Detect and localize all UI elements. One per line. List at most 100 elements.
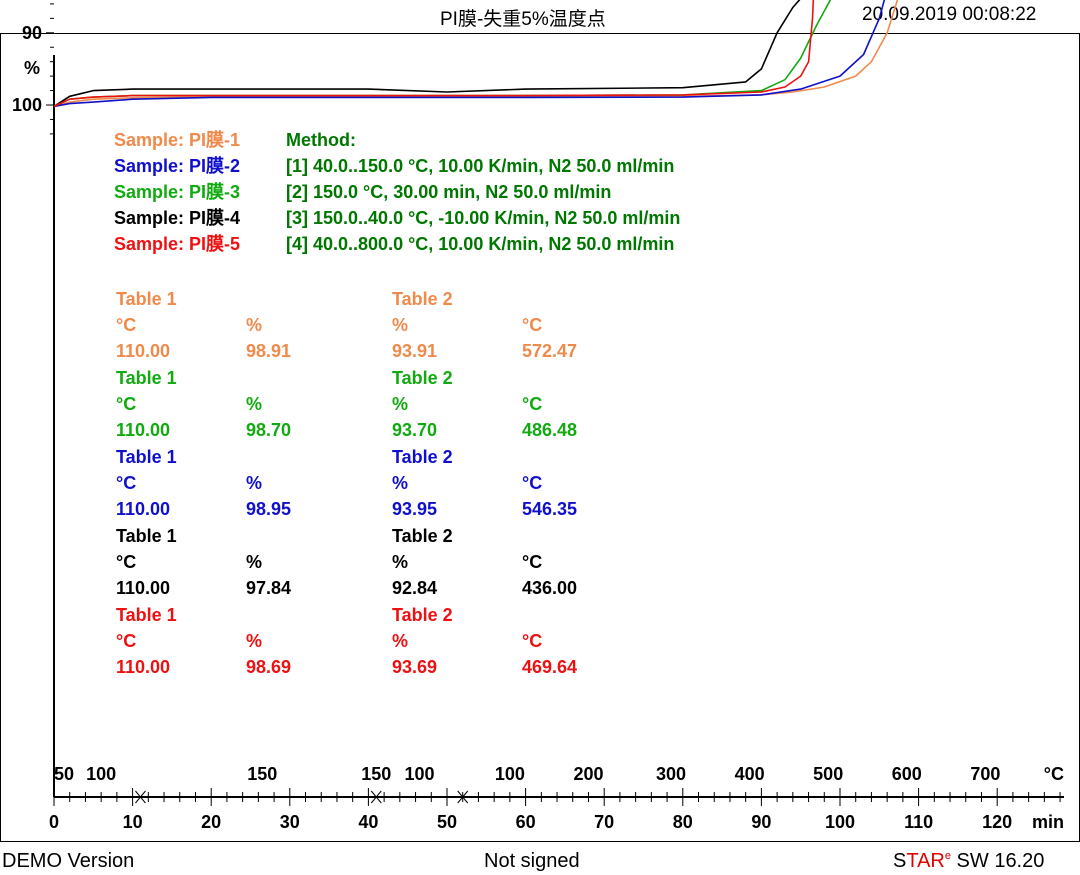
x-tick-label: 40 [358, 812, 378, 832]
table2-unit-pct: % [392, 473, 408, 493]
x-tick-label: 110 [904, 812, 933, 832]
table1-title: Table 1 [116, 368, 177, 388]
table1-temp-value: 110.00 [116, 499, 170, 519]
table2-title: Table 2 [392, 447, 453, 467]
x-tick-label: 90 [751, 812, 771, 832]
table2-pct-value: 93.69 [392, 657, 437, 677]
chart-title: PI膜-失重5%温度点 [440, 9, 606, 30]
x-tick-label: 60 [516, 812, 536, 832]
brand-sup: e [944, 850, 951, 862]
temp-axis-unit: °C [1044, 764, 1064, 784]
table2-pct-value: 93.70 [392, 420, 437, 440]
table1-unit-pct: % [246, 473, 262, 493]
method-step-2: [2] 150.0 °C, 30.00 min, N2 50.0 ml/min [286, 182, 611, 202]
series-line-4 [53, 0, 801, 108]
method-step-3: [3] 150.0..40.0 °C, -10.00 K/min, N2 50.… [286, 208, 680, 228]
table1-unit-pct: % [246, 315, 262, 335]
table2-title: Table 2 [392, 526, 453, 546]
x-tick-label: 30 [280, 812, 300, 832]
temp-tick-label: 100 [495, 764, 525, 784]
table2-title: Table 2 [392, 605, 453, 625]
legend: Sample: PI膜-1 Sample: PI膜-2 Sample: PI膜-3 S… [114, 129, 240, 254]
table2-unit-temp: °C [522, 394, 542, 414]
y-axis-unit: % [24, 58, 40, 78]
table2-unit-temp: °C [522, 315, 542, 335]
table1-unit-pct: % [246, 394, 262, 414]
segment-marker [135, 790, 146, 804]
legend-sample-4: Sample: PI膜-4 [114, 207, 240, 228]
table2-temp-value: 546.35 [522, 499, 577, 519]
table1-temp-value: 110.00 [116, 420, 170, 440]
legend-sample-1: Sample: PI膜-1 [114, 129, 240, 150]
table2-unit-pct: % [392, 552, 408, 572]
table1-temp-value: 110.00 [116, 657, 170, 677]
method-title: Method: [286, 130, 356, 150]
timestamp: 20.09.2019 00:08:22 [862, 4, 1037, 25]
table2-unit-pct: % [392, 631, 408, 651]
temp-tick-label: 100 [404, 764, 434, 784]
x-axis-unit: min [1032, 812, 1064, 832]
segment-marker [370, 790, 382, 804]
table1-pct-value: 98.91 [246, 341, 291, 361]
table1-title: Table 1 [116, 289, 177, 309]
temp-tick-label: 150 [247, 764, 277, 784]
x-tick-label: 10 [123, 812, 143, 832]
table2-pct-value: 93.95 [392, 499, 437, 519]
software-brand: STARe SW 16.20 [893, 850, 1044, 873]
table2-unit-temp: °C [522, 631, 542, 651]
table1-temp-value: 110.00 [116, 341, 170, 361]
x-tick-label: 120 [982, 812, 1012, 832]
legend-sample-2: Sample: PI膜-2 [114, 155, 240, 176]
table1-temp-value: 110.00 [116, 578, 170, 598]
temp-tick-label: 500 [813, 764, 843, 784]
table2-pct-value: 93.91 [392, 341, 437, 361]
temp-tick-label: 150 [361, 764, 391, 784]
series-line-2 [53, 0, 886, 108]
legend-sample-3: Sample: PI膜-3 [114, 181, 240, 202]
x-tick-label: 100 [825, 812, 855, 832]
result-tables: Table 1 °C % 110.00 98.91 Table 2% °C 93.91 572.… [116, 289, 577, 677]
series-line-1 [53, 0, 899, 108]
x-tick-label: 50 [437, 812, 457, 832]
temp-tick-label: 200 [573, 764, 603, 784]
table2-temp-value: 469.64 [522, 657, 577, 677]
temp-tick-label: 300 [656, 764, 686, 784]
table2-unit-pct: % [392, 394, 408, 414]
temp-tick-label: 600 [892, 764, 922, 784]
brand-s: S [893, 850, 907, 872]
legend-sample-5: Sample: PI膜-5 [114, 233, 240, 254]
method-block: Method: [1] 40.0..150.0 °C, 10.00 K/min, … [286, 130, 680, 254]
brand-version: SW 16.20 [950, 850, 1045, 872]
temp-tick-label: 100 [86, 764, 116, 784]
table2-temp-value: 486.48 [522, 420, 577, 440]
table1-pct-value: 98.69 [246, 657, 291, 677]
x-tick-label: 70 [594, 812, 614, 832]
table1-unit-temp: °C [116, 631, 136, 651]
table1-unit-temp: °C [116, 315, 136, 335]
method-step-1: [1] 40.0..150.0 °C, 10.00 K/min, N2 50.0… [286, 156, 674, 176]
y-tick-label: 100 [12, 95, 42, 115]
demo-label: DEMO Version [2, 850, 135, 872]
table2-pct-value: 92.84 [392, 578, 437, 598]
table2-unit-pct: % [392, 315, 408, 335]
y-tick-label: 90 [22, 23, 42, 43]
table2-temp-value: 572.47 [522, 341, 577, 361]
table2-unit-temp: °C [522, 552, 542, 572]
table1-title: Table 1 [116, 526, 177, 546]
series-line-5 [53, 0, 815, 108]
brand-tar: TAR [906, 850, 945, 872]
signature-status: Not signed [484, 850, 580, 872]
temp-tick-label: 50 [54, 764, 74, 784]
table1-unit-temp: °C [116, 394, 136, 414]
temp-tick-label: 400 [735, 764, 765, 784]
table1-unit-pct: % [246, 631, 262, 651]
x-tick-label: 0 [49, 812, 59, 832]
table2-temp-value: 436.00 [522, 578, 577, 598]
table1-unit-temp: °C [116, 552, 136, 572]
table1-unit-pct: % [246, 552, 262, 572]
temp-tick-label: 700 [970, 764, 1000, 784]
table1-title: Table 1 [116, 605, 177, 625]
segment-marker [457, 790, 469, 804]
table1-pct-value: 98.70 [246, 420, 291, 440]
